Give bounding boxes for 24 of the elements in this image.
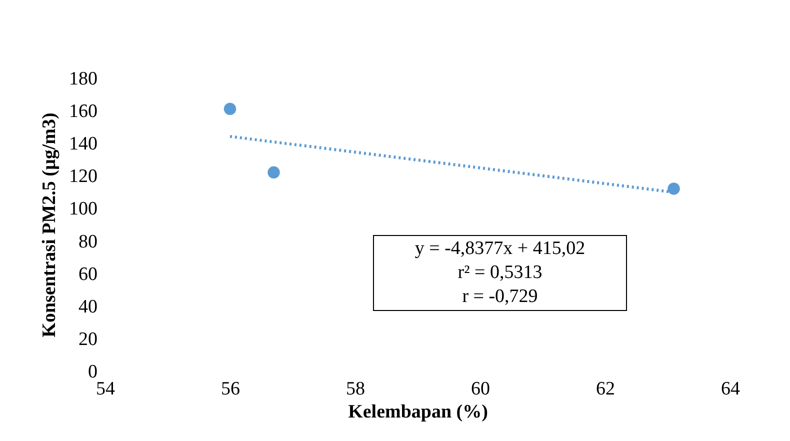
annotation: r = -0,729 [461, 285, 539, 309]
y-tick-label: 20 [78, 328, 98, 350]
point [668, 182, 680, 195]
point [268, 166, 280, 179]
y-tick-label: 100 [69, 198, 98, 220]
x-tick-label: 62 [596, 378, 615, 400]
x-tick-label: 56 [221, 378, 240, 400]
annotation: r² = 0,5313 [456, 261, 544, 285]
x-tick-label: 54 [96, 378, 116, 400]
point [224, 102, 236, 116]
y-tick-label: 160 [69, 101, 98, 122]
x-tick-label: 64 [721, 378, 740, 400]
y-tick-label: 180 [69, 68, 98, 90]
y-tick-label: 120 [69, 166, 98, 188]
x-tick-label: 60 [471, 378, 490, 400]
x-tick-label: 58 [346, 378, 365, 400]
x-axis-title: Kelembapan (%) [348, 402, 488, 422]
y-tick-label: 80 [78, 231, 98, 252]
y-tick-label: 140 [69, 134, 98, 155]
y-tick-label: 0 [88, 362, 98, 382]
y-tick-label: 40 [78, 296, 98, 318]
y-axis-title: Konsentrasi PM2.5 (µg/m3) [39, 112, 60, 338]
annotation: y = -4,8377x + 415,02 [414, 237, 586, 261]
y-tick-label: 60 [78, 264, 98, 285]
